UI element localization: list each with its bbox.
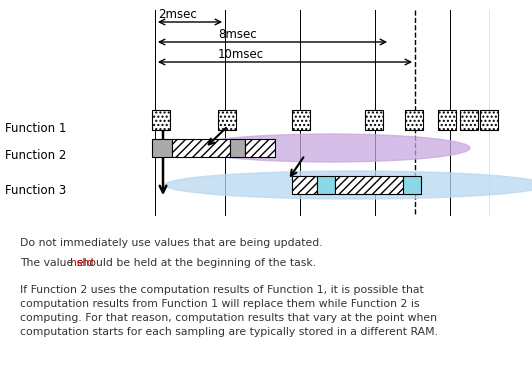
Text: If Function 2 uses the computation results of Function 1, it is possible that: If Function 2 uses the computation resul… — [20, 285, 424, 295]
Text: Do not immediately use values that are being updated.: Do not immediately use values that are b… — [20, 238, 322, 248]
Text: computation starts for each sampling are typically stored in a different RAM.: computation starts for each sampling are… — [20, 327, 438, 337]
Bar — [403, 176, 421, 194]
Bar — [245, 139, 275, 157]
Text: 2msec: 2msec — [158, 8, 197, 21]
Text: The value should be held at the beginning of the task.: The value should be held at the beginnin… — [20, 258, 316, 268]
Text: The value should be: The value should be — [0, 391, 1, 392]
Bar — [292, 110, 310, 130]
Bar — [218, 110, 236, 130]
Bar — [292, 176, 317, 194]
Bar — [438, 110, 456, 130]
Bar — [152, 139, 172, 157]
Bar — [152, 110, 170, 130]
Bar — [365, 110, 383, 130]
Text: 10msec: 10msec — [218, 48, 264, 61]
Text: Function 2: Function 2 — [5, 149, 66, 162]
Ellipse shape — [190, 134, 470, 162]
Bar — [172, 139, 230, 157]
Text: computation results from Function 1 will replace them while Function 2 is: computation results from Function 1 will… — [20, 299, 420, 309]
Text: 8msec: 8msec — [218, 28, 256, 41]
Ellipse shape — [165, 171, 532, 199]
Text: held: held — [70, 258, 94, 268]
Text: computing. For that reason, computation results that vary at the point when: computing. For that reason, computation … — [20, 313, 437, 323]
Bar — [460, 110, 478, 130]
Text: Function 1: Function 1 — [5, 122, 66, 134]
Bar — [335, 176, 403, 194]
Bar — [230, 139, 245, 157]
Text: Function 3: Function 3 — [5, 183, 66, 196]
Bar — [405, 110, 423, 130]
Bar — [480, 110, 498, 130]
Bar — [317, 176, 335, 194]
